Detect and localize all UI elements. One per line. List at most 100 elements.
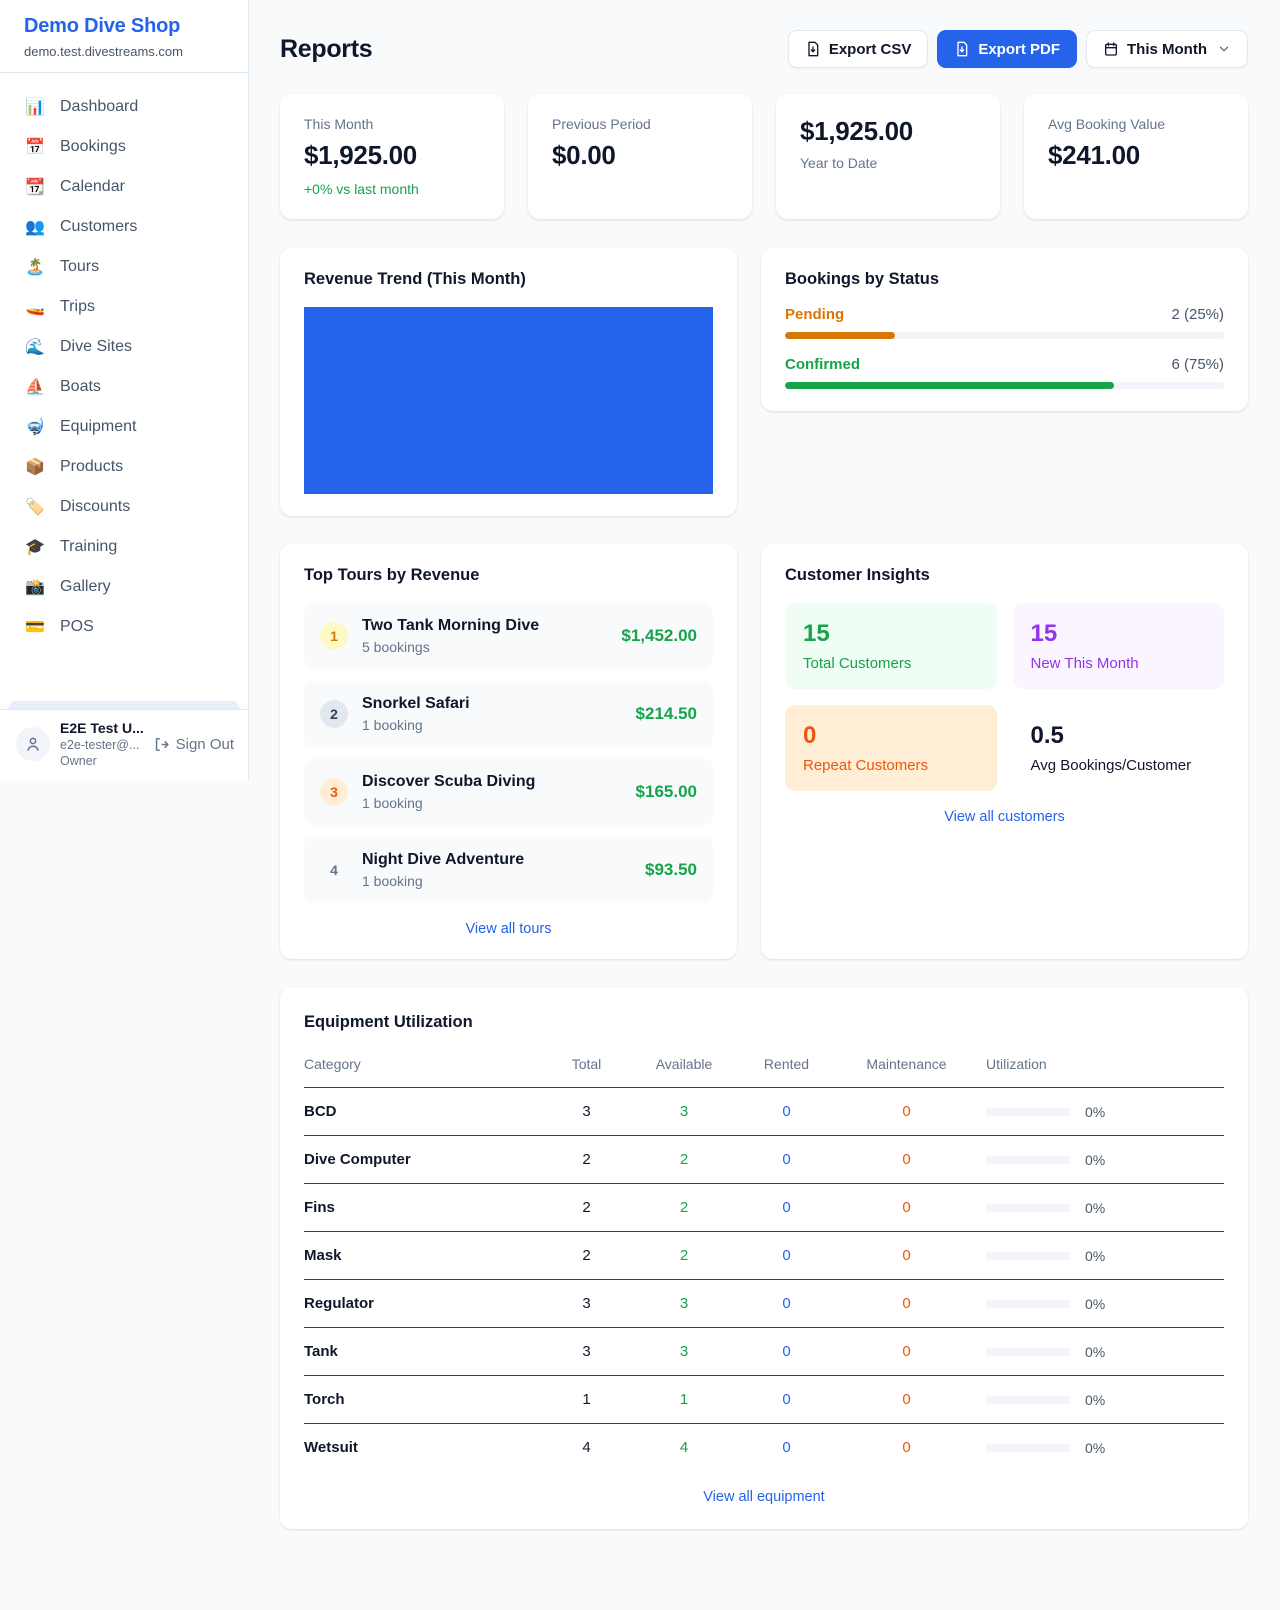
sidebar-nav-item[interactable]: 🏝️ Tours: [8, 247, 240, 287]
shop-domain: demo.test.divestreams.com: [24, 44, 183, 59]
credit-card-icon: 💳: [25, 619, 45, 636]
export-csv-button[interactable]: Export CSV: [787, 30, 929, 68]
rank-badge: 4: [330, 862, 338, 878]
sidebar-nav-label: Products: [60, 458, 124, 475]
sidebar-nav-item[interactable]: 🎓 Training: [8, 527, 240, 567]
col-maintenance: Maintenance: [839, 1044, 974, 1088]
table-row: Mask 2 2 0 0 0%: [304, 1231, 1224, 1280]
page-title: Reports: [280, 34, 373, 63]
table-row: Tank 3 3 0 0 0%: [304, 1327, 1224, 1376]
sidebar-nav-label: Gallery: [60, 578, 111, 595]
period-select[interactable]: This Month: [1086, 30, 1248, 68]
utilization-bar-track: [986, 1203, 1071, 1212]
table-row: Torch 1 1 0 0 0%: [304, 1375, 1224, 1424]
cell-total: 2: [539, 1183, 634, 1232]
sidebar-nav-item[interactable]: ⛵ Boats: [8, 367, 240, 407]
equipment-table: Category Total Available Rented Maintena…: [304, 1044, 1224, 1471]
cell-category: Fins: [304, 1183, 539, 1232]
tour-name: Night Dive Adventure: [362, 851, 525, 868]
export-pdf-button[interactable]: Export PDF: [937, 30, 1078, 68]
cell-utilization: 0%: [974, 1375, 1224, 1424]
rank-badge: 2: [320, 700, 348, 728]
logout-icon: [155, 737, 169, 751]
utilization-percent: 0%: [1085, 1199, 1106, 1216]
header-actions: Export CSV Export PDF This Month: [787, 30, 1248, 68]
cell-category: Dive Computer: [304, 1135, 539, 1184]
package-icon: 📦: [25, 459, 45, 476]
view-all-tours-link[interactable]: View all tours: [304, 921, 713, 937]
sidebar-nav-label: Boats: [60, 378, 101, 395]
sign-out-button[interactable]: Sign Out: [153, 736, 234, 753]
insight-value: 15: [1030, 620, 1058, 647]
cell-maintenance: 0: [839, 1183, 974, 1232]
sidebar-nav-item[interactable]: 👥 Customers: [8, 207, 240, 247]
sidebar-nav-label: Dashboard: [60, 98, 139, 115]
tour-name: Two Tank Morning Dive: [362, 617, 540, 634]
sidebar-nav-item[interactable]: 📦 Products: [8, 447, 240, 487]
diving-mask-icon: 🤿: [25, 419, 45, 436]
cell-category: Regulator: [304, 1279, 539, 1328]
cell-utilization: 0%: [974, 1135, 1224, 1184]
insight-label: Avg Bookings/Customer: [1030, 757, 1192, 774]
view-all-equipment-link[interactable]: View all equipment: [304, 1489, 1224, 1505]
tour-list: 1 Two Tank Morning Dive 5 bookings $1,45…: [304, 603, 713, 903]
sidebar-nav-item[interactable]: 📆 Calendar: [8, 167, 240, 207]
utilization-percent: 0%: [1085, 1151, 1106, 1168]
sidebar-nav-item[interactable]: 📊 Dashboard: [8, 87, 240, 127]
sidebar-nav-label: Training: [60, 538, 118, 555]
customer-insights-card: Customer Insights 15 Total Customers 15 …: [761, 544, 1248, 959]
status-row: Pending 2 (25%): [785, 306, 1224, 339]
utilization-bar-track: [986, 1443, 1071, 1452]
cell-available: 2: [634, 1183, 734, 1232]
sidebar-item-reports-active-partial[interactable]: [8, 701, 240, 709]
tour-revenue: $165.00: [635, 782, 697, 801]
sidebar-nav-item[interactable]: 🏷️ Discounts: [8, 487, 240, 527]
utilization-bar-track: [986, 1251, 1071, 1260]
sidebar-nav-item[interactable]: 📸 Gallery: [8, 567, 240, 607]
insight-tile: 15 New This Month: [1012, 603, 1224, 689]
sidebar-nav-item[interactable]: 🤿 Equipment: [8, 407, 240, 447]
col-rented: Rented: [734, 1044, 839, 1088]
page-header: Reports Export CSV Export PDF This Month: [280, 30, 1248, 68]
utilization-bar-track: [986, 1347, 1071, 1356]
calendar-icon: [1105, 42, 1118, 56]
sidebar-nav-item[interactable]: 🚤 Trips: [8, 287, 240, 327]
utilization-bar-track: [986, 1395, 1071, 1404]
status-label: Confirmed: [785, 356, 860, 373]
cell-available: 3: [634, 1327, 734, 1376]
sidebar-nav-item[interactable]: 📅 Bookings: [8, 127, 240, 167]
user-name: E2E Test U...: [60, 720, 144, 736]
col-utilization: Utilization: [974, 1044, 1224, 1088]
status-progress-fill: [785, 382, 1115, 389]
tour-bookings: 1 booking: [362, 873, 423, 889]
insight-tile: 0.5 Avg Bookings/Customer: [1013, 705, 1225, 791]
tour-list-item: 2 Snorkel Safari 1 booking $214.50: [304, 681, 713, 747]
sidebar-nav-item[interactable]: 💳 POS: [8, 607, 240, 647]
sidebar-nav-item[interactable]: 🌊 Dive Sites: [8, 327, 240, 367]
insight-label: Total Customers: [803, 655, 912, 672]
person-icon: [27, 737, 39, 751]
user-panel: E2E Test U... e2e-tester@... Owner Sign …: [0, 709, 248, 780]
insight-tiles: 15 Total Customers 15 New This Month 0 R…: [785, 603, 1224, 791]
main-content: Reports Export CSV Export PDF This Month: [249, 0, 1280, 1529]
cell-rented: 0: [734, 1183, 839, 1232]
export-pdf-label: Export PDF: [978, 40, 1061, 58]
utilization-bar-track: [986, 1155, 1071, 1164]
graduation-cap-icon: 🎓: [25, 539, 45, 556]
stat-label: Previous Period: [552, 116, 651, 132]
cell-rented: 0: [734, 1327, 839, 1376]
tour-name: Discover Scuba Diving: [362, 773, 536, 790]
tour-list-item: 1 Two Tank Morning Dive 5 bookings $1,45…: [304, 603, 713, 669]
cell-utilization: 0%: [974, 1183, 1224, 1232]
cell-total: 3: [539, 1327, 634, 1376]
stat-value: $1,925.00: [304, 140, 417, 170]
user-email: e2e-tester@...: [60, 738, 140, 752]
view-all-customers-link[interactable]: View all customers: [785, 809, 1224, 825]
sidebar-nav-label: Dive Sites: [60, 338, 133, 355]
bookings-by-status-title: Bookings by Status: [785, 270, 940, 288]
equipment-utilization-title: Equipment Utilization: [304, 1013, 473, 1031]
insight-tile: 0 Repeat Customers: [785, 705, 997, 791]
cell-total: 3: [539, 1279, 634, 1328]
status-progress-track: [785, 332, 1224, 339]
sign-out-label: Sign Out: [175, 735, 234, 753]
